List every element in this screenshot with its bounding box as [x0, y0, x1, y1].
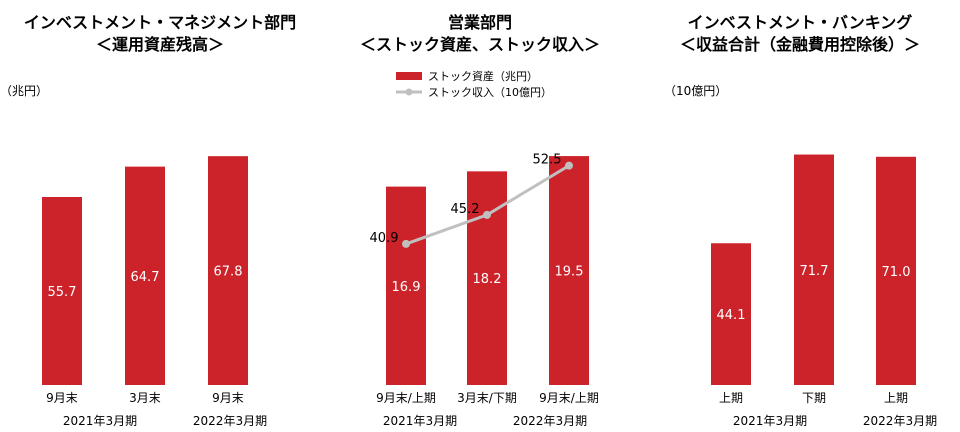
- x-tick-label: 9月末/上期: [539, 391, 599, 405]
- x-tick-label: 下期: [802, 391, 826, 405]
- bar-value-label: 71.7: [800, 264, 829, 279]
- x-tick-label: 9月末: [46, 391, 78, 405]
- chart-title: 営業部門: [447, 13, 512, 32]
- panel-investment-management: インベストメント・マネジメント部門 ＜運用資産残高＞ （兆円） 2021年3月期…: [0, 0, 320, 432]
- bar-value-label: 67.8: [214, 265, 243, 280]
- x-tick-label: 3月末: [129, 391, 161, 405]
- bar: [42, 197, 82, 385]
- group-label-fy2021: 2021年3月期: [62, 414, 138, 428]
- group-label-fy2021: 2021年3月期: [732, 414, 808, 428]
- legend-label: ストック資産（兆円）: [428, 70, 538, 83]
- bar-value-label: 19.5: [555, 265, 584, 280]
- legend-item-stock-assets: ストック資産（兆円）: [396, 68, 552, 84]
- bar: [208, 156, 248, 385]
- bar-value-label: 71.0: [882, 265, 911, 280]
- legend-bar-swatch: [396, 72, 422, 80]
- legend: ストック資産（兆円） ストック収入（10億円）: [396, 68, 552, 100]
- group-label-fy2021: 2021年3月期: [382, 414, 458, 428]
- x-tick-label: 上期: [719, 391, 743, 405]
- bar-value-label: 64.7: [131, 270, 160, 285]
- line-point: [402, 239, 410, 248]
- bar: [711, 243, 751, 385]
- line-point: [483, 210, 491, 219]
- x-tick-label: 上期: [884, 391, 908, 405]
- line-value-label: 45.2: [451, 202, 480, 217]
- bar: [876, 156, 916, 385]
- bar: [125, 166, 165, 385]
- x-tick-label: 3月末/下期: [457, 391, 517, 405]
- group-label-fy2022: 2022年3月期: [512, 414, 588, 428]
- bar-value-label: 44.1: [717, 308, 746, 323]
- panel-sales-division: 営業部門 ＜ストック資産、ストック収入＞ 2021年3月期 2022年3月期: [320, 0, 640, 432]
- panel-investment-banking: インベストメント・バンキング ＜収益合計（金融費用控除後）＞ （10億円） 20…: [640, 0, 960, 432]
- unit-label: （兆円）: [0, 84, 49, 98]
- chart-subtitle: ＜ストック資産、ストック収入＞: [359, 35, 600, 54]
- line-value-label: 52.5: [533, 153, 562, 168]
- unit-label: （10億円）: [664, 84, 728, 98]
- chart-title: インベストメント・バンキング: [687, 13, 913, 32]
- bar-value-label: 55.7: [48, 285, 77, 300]
- line-value-label: 40.9: [370, 231, 399, 246]
- bar-value-label: 18.2: [473, 272, 502, 287]
- chart-title: インベストメント・マネジメント部門: [23, 13, 297, 32]
- legend-line-swatch: [396, 88, 422, 96]
- bar-value-label: 16.9: [392, 280, 421, 295]
- bar: [794, 154, 834, 385]
- x-tick-label: 9月末: [212, 391, 244, 405]
- legend-label: ストック収入（10億円）: [428, 86, 552, 99]
- x-tick-label: 9月末/上期: [376, 391, 436, 405]
- bar: [549, 156, 589, 385]
- group-label-fy2022: 2022年3月期: [862, 414, 938, 428]
- chart-subtitle: ＜収益合計（金融費用控除後）＞: [679, 35, 920, 54]
- chart-subtitle: ＜運用資産残高＞: [95, 35, 224, 54]
- legend-item-stock-revenue: ストック収入（10億円）: [396, 84, 552, 100]
- group-label-fy2022: 2022年3月期: [192, 414, 268, 428]
- bar: [386, 186, 426, 385]
- line-point: [565, 161, 573, 170]
